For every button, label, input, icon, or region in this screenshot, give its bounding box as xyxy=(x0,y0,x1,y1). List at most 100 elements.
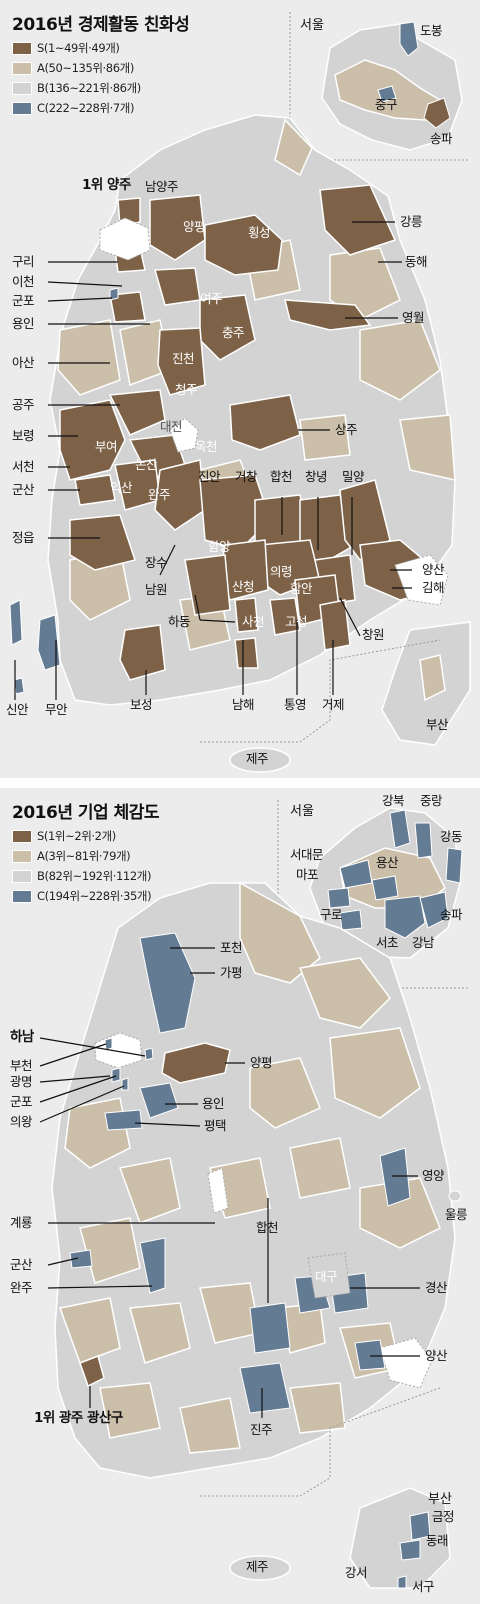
region-label: 여주 xyxy=(200,291,223,306)
panel2-legend: S(1위~2위·2개) A(3위~81위·79개) B(82위~192위·112… xyxy=(12,826,152,906)
region-label: 거제 xyxy=(322,697,345,712)
region-label: 울릉 xyxy=(445,1207,468,1222)
jeju-island xyxy=(229,747,291,773)
region-label: 평택 xyxy=(204,1118,227,1133)
legend-swatch-c xyxy=(12,101,32,115)
region-label: 함안 xyxy=(290,581,313,596)
seoul-inset-title: 서울 xyxy=(290,804,314,819)
region-label: 논산 xyxy=(135,457,158,472)
top-rank-label: 1위 양주 xyxy=(82,177,131,193)
panel2-title: 2016년 기업 체감도 xyxy=(12,803,160,823)
region-label: 하남 xyxy=(10,1029,34,1045)
legend-item-b: B(82위~192위·112개) xyxy=(12,866,151,886)
jeju-label: 제주 xyxy=(246,751,269,766)
region-label: 횡성 xyxy=(248,225,271,240)
region-label: 서대문 xyxy=(290,847,324,862)
region-label: 광명 xyxy=(10,1074,33,1089)
region-label: 중랑 xyxy=(420,793,443,808)
region-label: 옥천 xyxy=(195,439,218,454)
legend-item-c: C(194위~228위·35개) xyxy=(12,886,152,906)
region-label: 남양주 xyxy=(145,179,179,194)
region-label: 금정 xyxy=(432,1509,455,1524)
region-label: 보성 xyxy=(130,697,153,712)
region-label: 계룡 xyxy=(10,1215,33,1230)
region-label: 통영 xyxy=(284,697,307,712)
region-label: 합천 xyxy=(270,469,293,484)
region-label: 용인 xyxy=(202,1096,225,1111)
legend-item-b: B(136~221위·86개) xyxy=(12,78,141,98)
region-label: 의령 xyxy=(270,564,293,579)
region-label: 군포 xyxy=(12,293,35,308)
busan-label: 부산 xyxy=(426,717,449,732)
economic-activity-map-panel: 2016년 경제활동 친화성 S(1~49위·49개) A(50~135위·86… xyxy=(0,0,480,778)
region-label: 상주 xyxy=(335,422,358,437)
region-label: 진주 xyxy=(250,1422,273,1437)
region-label: 강동 xyxy=(440,829,463,844)
region-label: 신안 xyxy=(6,702,29,717)
top-rank-label: 1위 광주 광산구 xyxy=(34,1410,123,1426)
region-label: 양산 xyxy=(422,562,445,577)
region-label: 구로 xyxy=(320,907,343,922)
business-perception-map-panel: 2016년 기업 체감도 S(1위~2위·2개) A(3위~81위·79개) B… xyxy=(0,788,480,1604)
region-label: 이천 xyxy=(12,274,35,289)
dobong-district xyxy=(399,21,419,57)
region-label: 정읍 xyxy=(12,530,35,545)
region-label: 합천 xyxy=(256,1220,279,1235)
region-label: 하동 xyxy=(168,614,191,629)
busan-inset-title: 부산 xyxy=(428,1492,452,1507)
panel1-legend: S(1~49위·49개) A(50~135위·86개) B(136~221위·8… xyxy=(12,38,141,118)
region-label: 포천 xyxy=(220,940,243,955)
region-label: 군산 xyxy=(10,1257,33,1272)
junggu-district xyxy=(377,85,397,103)
legend-swatch-a xyxy=(12,849,32,863)
region-label: 마포 xyxy=(296,867,319,882)
region-label: 도봉 xyxy=(420,23,443,38)
region-label: 사천 xyxy=(242,614,265,629)
region-label: 강남 xyxy=(412,935,435,950)
region-label: 서초 xyxy=(376,935,399,950)
region-label: 남해 xyxy=(232,697,255,712)
region-label: 대전 xyxy=(160,419,183,434)
region-label: 보령 xyxy=(12,428,35,443)
region-label: 창녕 xyxy=(305,469,328,484)
region-label: 의왕 xyxy=(10,1114,33,1129)
region-label: 장수 xyxy=(145,555,168,570)
region-label: 고성 xyxy=(285,614,308,629)
legend-swatch-b xyxy=(12,81,32,95)
legend-swatch-s xyxy=(12,41,32,55)
region-label: 완주 xyxy=(10,1280,33,1295)
region-label: 아산 xyxy=(12,355,35,370)
region-label: 가평 xyxy=(220,965,243,980)
region-label: 송파 xyxy=(430,131,453,146)
region-label: 밀양 xyxy=(342,469,365,484)
region-label: 충주 xyxy=(222,325,245,340)
region-label: 무안 xyxy=(45,702,68,717)
jeju-island xyxy=(229,1555,291,1581)
legend-item-a: A(50~135위·86개) xyxy=(12,58,141,78)
region-label: 부천 xyxy=(10,1058,33,1073)
region-label: 진안 xyxy=(198,469,221,484)
region-label: 공주 xyxy=(12,397,35,412)
seoul-inset-title: 서울 xyxy=(300,18,324,33)
region-label: 진천 xyxy=(172,351,195,366)
legend-item-a: A(3위~81위·79개) xyxy=(12,846,151,866)
region-label: 남원 xyxy=(145,582,168,597)
region-label: 창원 xyxy=(362,627,385,642)
legend-swatch-c xyxy=(12,889,32,903)
region-label: 청주 xyxy=(175,382,198,397)
region-label: 거창 xyxy=(235,469,258,484)
region-label: 동해 xyxy=(405,254,428,269)
region-label: 서구 xyxy=(412,1579,435,1594)
legend-swatch-b xyxy=(12,869,32,883)
region-label: 대구 xyxy=(315,1269,338,1284)
region-label: 영양 xyxy=(422,1168,445,1183)
songpa-district xyxy=(423,97,451,129)
legend-item-c: C(222~228위·7개) xyxy=(12,98,141,118)
legend-swatch-a xyxy=(12,61,32,75)
panel1-title: 2016년 경제활동 친화성 xyxy=(12,15,190,35)
region-label: 용산 xyxy=(376,855,399,870)
legend-swatch-s xyxy=(12,829,32,843)
economic-activity-map xyxy=(9,12,471,773)
legend-item-s: S(1~49위·49개) xyxy=(12,38,141,58)
region-label: 강릉 xyxy=(400,214,423,229)
